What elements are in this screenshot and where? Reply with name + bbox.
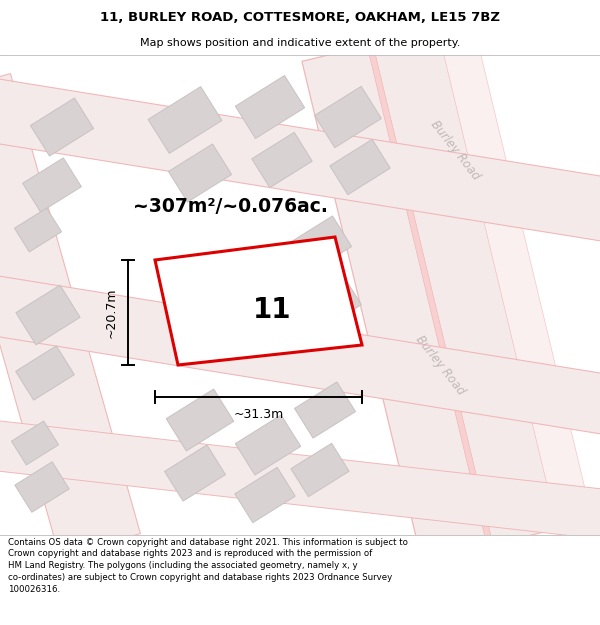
Text: ~20.7m: ~20.7m bbox=[104, 288, 118, 338]
Text: Burley Road: Burley Road bbox=[428, 118, 482, 182]
Polygon shape bbox=[166, 389, 234, 451]
Polygon shape bbox=[289, 216, 352, 274]
Polygon shape bbox=[442, 41, 598, 549]
Polygon shape bbox=[169, 144, 232, 202]
Text: Burley Road: Burley Road bbox=[413, 332, 467, 398]
Polygon shape bbox=[23, 158, 82, 212]
Polygon shape bbox=[0, 276, 600, 434]
Polygon shape bbox=[252, 132, 312, 188]
Polygon shape bbox=[330, 139, 390, 194]
Text: 11, BURLEY ROAD, COTTESMORE, OAKHAM, LE15 7BZ: 11, BURLEY ROAD, COTTESMORE, OAKHAM, LE1… bbox=[100, 11, 500, 24]
Text: Map shows position and indicative extent of the property.: Map shows position and indicative extent… bbox=[140, 38, 460, 48]
Polygon shape bbox=[164, 445, 226, 501]
Text: ~31.3m: ~31.3m bbox=[233, 409, 284, 421]
Polygon shape bbox=[295, 382, 355, 438]
Polygon shape bbox=[14, 208, 62, 252]
Polygon shape bbox=[235, 468, 295, 522]
Polygon shape bbox=[302, 276, 361, 330]
Polygon shape bbox=[0, 420, 600, 540]
Polygon shape bbox=[0, 74, 140, 556]
Polygon shape bbox=[155, 237, 362, 365]
Polygon shape bbox=[11, 421, 59, 465]
Polygon shape bbox=[302, 29, 558, 561]
Polygon shape bbox=[31, 98, 94, 156]
Text: 11: 11 bbox=[253, 296, 292, 324]
Polygon shape bbox=[235, 76, 305, 139]
Polygon shape bbox=[148, 87, 222, 153]
Polygon shape bbox=[15, 462, 69, 512]
Polygon shape bbox=[291, 443, 349, 497]
Polygon shape bbox=[16, 285, 80, 345]
Polygon shape bbox=[0, 78, 600, 242]
Polygon shape bbox=[314, 86, 382, 148]
Text: Contains OS data © Crown copyright and database right 2021. This information is : Contains OS data © Crown copyright and d… bbox=[8, 538, 407, 594]
Polygon shape bbox=[235, 415, 301, 475]
Text: ~307m²/~0.076ac.: ~307m²/~0.076ac. bbox=[133, 198, 328, 216]
Polygon shape bbox=[16, 346, 74, 400]
Polygon shape bbox=[367, 44, 493, 546]
